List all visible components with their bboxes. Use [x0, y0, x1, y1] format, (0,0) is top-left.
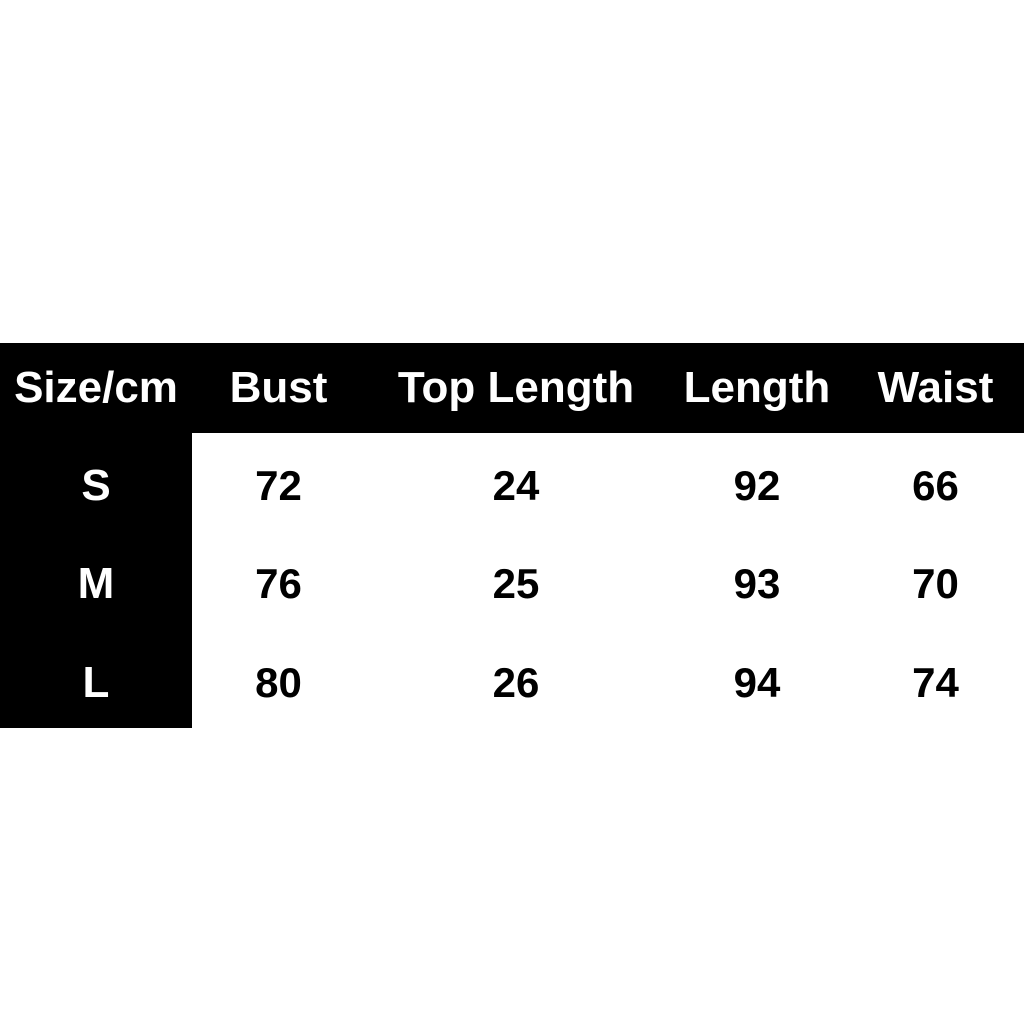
col-header-bust: Bust	[192, 343, 365, 433]
cell-s-waist: 66	[847, 433, 1024, 531]
cell-m-top-length: 25	[365, 531, 667, 629]
cell-s-length: 92	[667, 433, 847, 531]
cell-l-bust: 80	[192, 629, 365, 728]
cell-m-bust: 76	[192, 531, 365, 629]
size-chart-table: Size/cm Bust Top Length Length Waist S 7…	[0, 343, 1024, 728]
cell-m-length: 93	[667, 531, 847, 629]
col-header-length: Length	[667, 343, 847, 433]
cell-l-length: 94	[667, 629, 847, 728]
col-header-waist: Waist	[847, 343, 1024, 433]
row-label-m: M	[0, 531, 192, 629]
cell-s-top-length: 24	[365, 433, 667, 531]
row-label-s: S	[0, 433, 192, 531]
col-header-top-length: Top Length	[365, 343, 667, 433]
col-header-size-cm: Size/cm	[0, 343, 192, 433]
cell-s-bust: 72	[192, 433, 365, 531]
cell-l-waist: 74	[847, 629, 1024, 728]
cell-m-waist: 70	[847, 531, 1024, 629]
cell-l-top-length: 26	[365, 629, 667, 728]
row-label-l: L	[0, 629, 192, 728]
